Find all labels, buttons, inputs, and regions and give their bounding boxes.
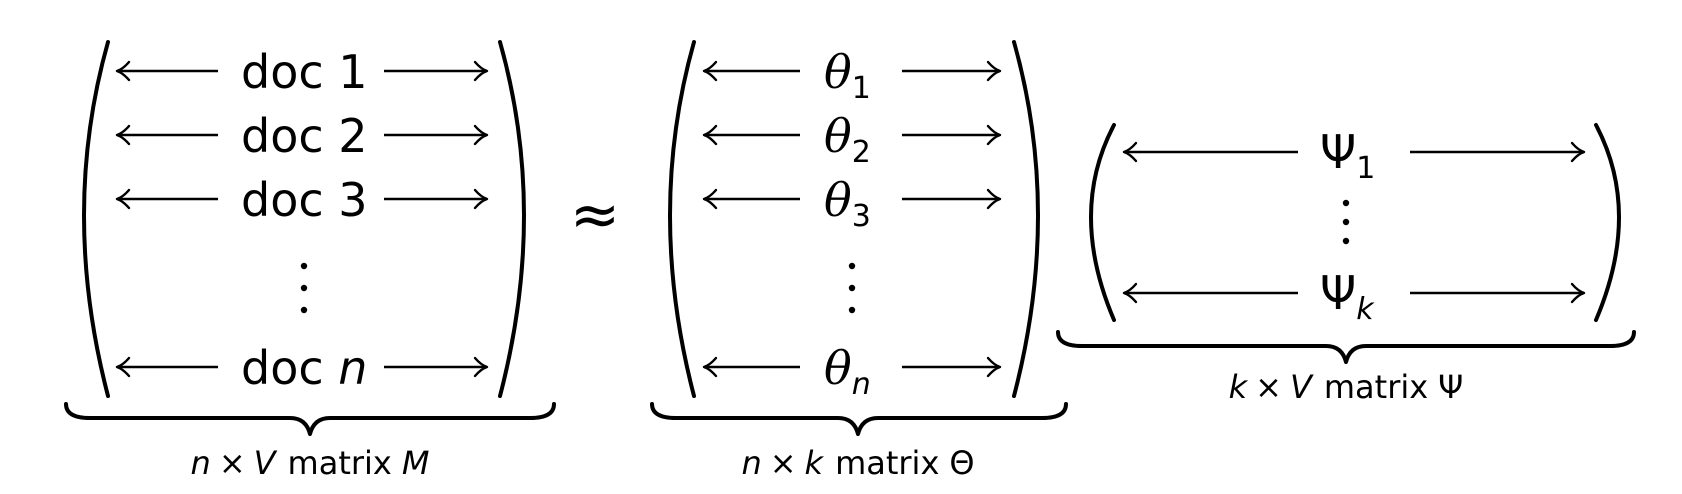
matrix-psi-left-paren (1089, 123, 1116, 322)
row-label: Ψ1 (1320, 125, 1375, 186)
matrix-theta-left-paren (668, 40, 696, 398)
row-label: θn (824, 341, 871, 402)
row-label: Ψk (1320, 266, 1375, 327)
right-arrow (384, 356, 489, 378)
matrix-theta-row: θ1 (702, 45, 1002, 106)
matrix-psi-underbrace (1056, 330, 1636, 364)
left-arrow (115, 188, 218, 210)
matrix-theta-row: θn (702, 341, 1002, 402)
right-arrow (902, 124, 1002, 146)
row-label: θ2 (824, 109, 871, 170)
matrix-m-left-paren (82, 40, 110, 398)
vertical-ellipsis (300, 262, 308, 314)
right-arrow (902, 60, 1002, 82)
matrix-theta-right-paren (1012, 40, 1040, 398)
matrix-theta-row: θ2 (702, 109, 1002, 170)
matrix-theta: θ1 θ2 θ3 (650, 40, 1068, 482)
matrix-m-underbrace (64, 402, 556, 436)
row-label: doc 3 (241, 173, 368, 227)
left-arrow (1122, 282, 1298, 304)
left-arrow (702, 188, 800, 210)
right-arrow (384, 188, 489, 210)
matrix-m-row: doc 2 (115, 109, 489, 163)
row-label: doc n (241, 341, 367, 395)
vertical-ellipsis (1342, 199, 1350, 245)
matrix-theta-row: θ3 (702, 173, 1002, 234)
row-label: doc 1 (241, 45, 368, 99)
left-arrow (702, 60, 800, 82)
left-arrow (115, 124, 218, 146)
right-arrow (902, 188, 1002, 210)
left-arrow (702, 356, 800, 378)
matrix-m-right-paren (498, 40, 526, 398)
matrix-theta-caption: n × k matrix Θ (741, 444, 974, 482)
right-arrow (1410, 282, 1586, 304)
matrix-m-row: doc n (115, 341, 489, 395)
vertical-ellipsis (848, 262, 856, 314)
left-arrow (115, 60, 218, 82)
left-arrow (115, 356, 218, 378)
left-arrow (1122, 141, 1298, 163)
matrix-m: doc 1 doc 2 doc 3 (64, 40, 556, 482)
approx-symbol: ≈ (570, 180, 620, 250)
right-arrow (384, 124, 489, 146)
right-arrow (1410, 141, 1586, 163)
matrix-theta-underbrace (650, 402, 1068, 436)
right-arrow (902, 356, 1002, 378)
row-label: doc 2 (241, 109, 368, 163)
left-arrow (702, 124, 800, 146)
row-label: θ1 (824, 45, 871, 106)
matrix-m-row: doc 3 (115, 173, 489, 227)
matrix-psi-row: Ψk (1122, 266, 1586, 327)
right-arrow (384, 60, 489, 82)
matrix-psi-right-paren (1594, 123, 1621, 322)
row-label: θ3 (824, 173, 871, 234)
matrix-psi-row: Ψ1 (1122, 125, 1586, 186)
matrix-m-row: doc 1 (115, 45, 489, 99)
